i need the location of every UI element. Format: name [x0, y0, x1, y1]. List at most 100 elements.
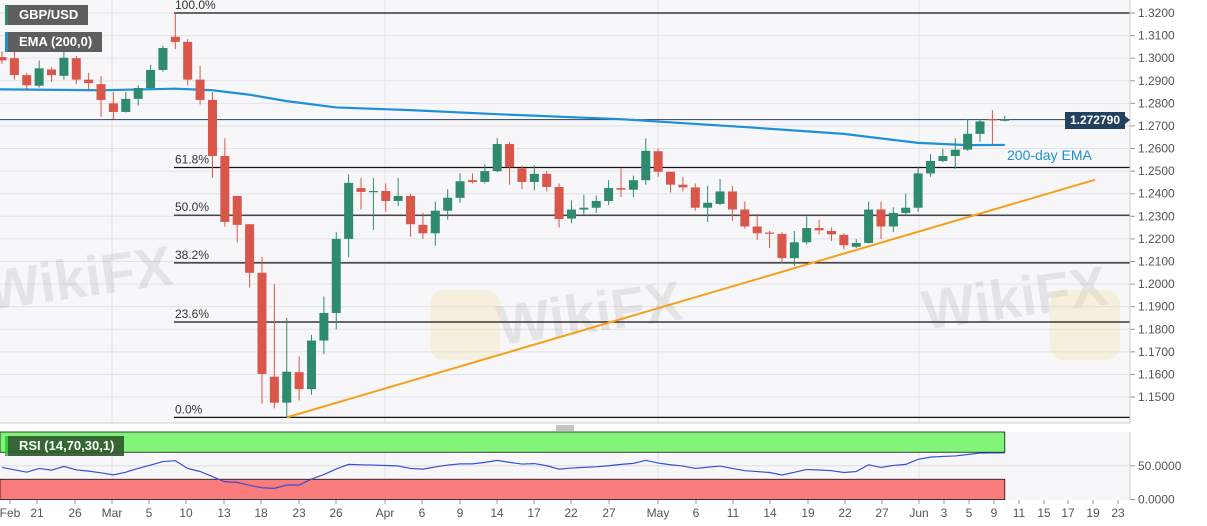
candle: [84, 72, 94, 90]
y-tick-label: 1.1800: [1138, 322, 1175, 336]
main-plot-background: [0, 0, 1130, 423]
candle: [71, 55, 81, 85]
candle: [604, 180, 614, 206]
candle-body: [826, 230, 836, 235]
candle-body: [864, 209, 874, 243]
candle-body: [84, 79, 94, 84]
candle-body: [47, 69, 57, 76]
candle: [146, 64, 156, 90]
candle-body: [480, 171, 490, 182]
candle-body: [591, 200, 601, 208]
candle: [232, 195, 242, 243]
y-tick-label: 1.2500: [1138, 164, 1175, 178]
candle: [913, 166, 923, 212]
x-tick-label: 9: [457, 506, 464, 520]
candle-body: [492, 144, 502, 172]
candle: [926, 154, 935, 177]
candle: [418, 212, 428, 239]
candle: [170, 13, 180, 50]
candle-body: [0, 57, 7, 61]
candlesticks: [0, 13, 1010, 418]
x-tick-label: 22: [838, 506, 852, 520]
candle: [121, 92, 131, 113]
candle-body: [34, 68, 44, 86]
candle-body: [195, 79, 205, 100]
wikifx-logo-watermark: [430, 290, 500, 360]
candle: [492, 137, 502, 173]
y-tick-label: 1.3000: [1138, 51, 1175, 65]
candle: [183, 38, 193, 86]
candle: [245, 224, 255, 288]
symbol-badge[interactable]: GBP/USD: [5, 5, 89, 25]
ema-indicator-badge[interactable]: EMA (200,0): [5, 32, 103, 52]
candle-body: [393, 195, 403, 201]
candle-body: [963, 133, 973, 150]
candle-body: [381, 191, 391, 201]
candle: [826, 227, 836, 242]
x-tick-label: 6: [693, 506, 700, 520]
candle: [344, 174, 354, 257]
candle: [108, 92, 118, 120]
date-axis: Feb 21 26 Mar 5 10 13 18 23 26 Apr 6 9 14 17 22 27 May 6 11…: [0, 500, 1125, 520]
x-tick-label: 27: [602, 506, 616, 520]
y-tick-label: 1.2100: [1138, 254, 1175, 268]
candle: [220, 138, 230, 227]
x-tick-label: 23: [292, 506, 306, 520]
candle-body: [356, 188, 366, 192]
candle-body: [22, 75, 32, 86]
candle-body: [9, 58, 19, 76]
fib-level-label: 61.8%: [175, 153, 209, 167]
candle-body: [913, 173, 923, 208]
wikifx-logo-watermark: [1050, 290, 1120, 360]
x-tick-label: 10: [179, 506, 193, 520]
x-tick-label: 3: [941, 506, 948, 520]
candle-body: [294, 372, 304, 390]
candle-body: [108, 103, 118, 112]
candle: [294, 356, 304, 401]
x-tick-label: 15: [1037, 506, 1051, 520]
candle-body: [740, 209, 750, 227]
candle-body: [566, 209, 576, 219]
candle: [839, 233, 849, 250]
x-tick-label: 19: [1086, 506, 1100, 520]
candle-body: [406, 195, 416, 225]
candle-body: [96, 84, 106, 100]
candle: [802, 216, 812, 245]
candle: [975, 119, 985, 142]
candle: [96, 76, 106, 117]
rsi-y-tick-label: 50.0000: [1138, 459, 1182, 473]
candle: [765, 230, 775, 248]
candle-body: [616, 188, 626, 190]
candle-body: [430, 210, 440, 234]
pane-resize-handle[interactable]: [556, 425, 574, 431]
rsi-oversold-band: [0, 478, 1006, 500]
candle: [195, 66, 205, 105]
y-tick-label: 1.2200: [1138, 232, 1175, 246]
x-tick-label: 14: [490, 506, 504, 520]
candle: [566, 200, 576, 224]
candle-body: [245, 224, 255, 273]
rsi-indicator-badge[interactable]: RSI (14,70,30,1): [5, 436, 125, 456]
x-tick-label: 11: [1013, 506, 1026, 520]
candle-body: [888, 212, 898, 227]
x-tick-label: 13: [217, 506, 231, 520]
last-price-tag: 1.272790: [1064, 112, 1131, 129]
y-tick-label: 1.2000: [1138, 277, 1175, 291]
candle-body: [641, 150, 651, 181]
candle-body: [319, 312, 329, 341]
candle-body: [938, 155, 948, 161]
candle-body: [703, 202, 713, 208]
candle: [406, 193, 416, 237]
candle: [703, 185, 713, 222]
candle-body: [257, 272, 267, 374]
y-tick-label: 1.1600: [1138, 367, 1175, 381]
price-axis: 1.3200 1.3100 1.3000 1.2900 1.2800 1.2700 1.26…: [1130, 6, 1175, 404]
y-tick-label: 1.2800: [1138, 96, 1175, 110]
candle-body: [505, 144, 515, 168]
candle-body: [207, 99, 217, 156]
candle: [133, 85, 143, 106]
candle-body: [987, 119, 997, 121]
candle-body: [529, 173, 539, 182]
candle: [752, 214, 762, 241]
candle-body: [802, 228, 812, 243]
